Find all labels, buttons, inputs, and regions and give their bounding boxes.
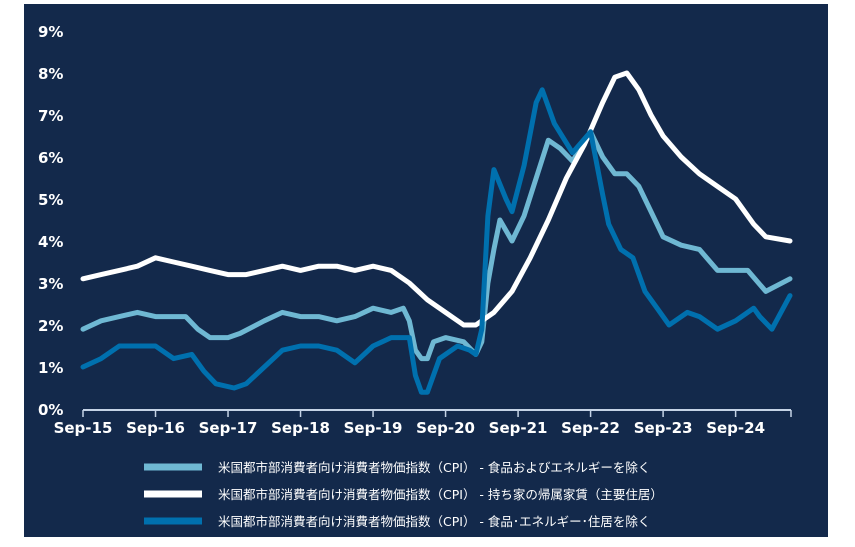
y-tick-label: 9%: [38, 23, 63, 41]
series-line-3: [80, 87, 793, 395]
x-tick-label: Sep-23: [634, 419, 693, 437]
x-tick-label: Sep-21: [489, 419, 548, 437]
y-tick-label: 0%: [38, 401, 63, 419]
x-tick-label: Sep-17: [199, 419, 258, 437]
chart-background: [24, 4, 828, 537]
series-lines: [80, 70, 793, 395]
y-tick-label: 8%: [38, 65, 63, 83]
legend-label: 米国都市部消費者向け消費者物価指数（CPI） - 食品およびエネルギーを除く: [218, 460, 650, 475]
x-tick-label: Sep-22: [561, 419, 620, 437]
series-line-2: [80, 70, 793, 328]
x-axis-ticks: Sep-15 Sep-16 Sep-17 Sep-18 Sep-19 Sep-20 Sep-…: [54, 410, 792, 437]
x-tick-label: Sep-15: [54, 419, 113, 437]
y-tick-label: 3%: [38, 275, 63, 293]
x-tick-label: Sep-16: [126, 419, 185, 437]
x-tick-label: Sep-20: [416, 419, 475, 437]
y-tick-label: 5%: [38, 191, 63, 209]
y-axis-ticks: 0% 1% 2% 3% 4% 5% 6% 7% 8% 9%: [38, 23, 63, 419]
legend-label: 米国都市部消費者向け消費者物価指数（CPI） - 食品･エネルギー･住居を除く: [218, 514, 650, 529]
legend: 米国都市部消費者向け消費者物価指数（CPI） - 食品およびエネルギーを除く米国…: [144, 460, 663, 529]
legend-label: 米国都市部消費者向け消費者物価指数（CPI） - 持ち家の帰属家賃（主要住居）: [218, 487, 663, 502]
x-tick-label: Sep-18: [271, 419, 330, 437]
y-tick-label: 4%: [38, 233, 63, 251]
y-tick-label: 7%: [38, 107, 63, 125]
y-tick-label: 1%: [38, 359, 63, 377]
chart-panel: 0% 1% 2% 3% 4% 5% 6% 7% 8% 9% Sep-15 Sep-16 Sep-17 S…: [24, 4, 828, 537]
cpi-line-chart: 0%1%2%3%4%5%6%7%8%9% Sep-15 Sep-16 Sep-17 S…: [24, 4, 828, 537]
y-tick-label: 6%: [38, 149, 63, 167]
x-tick-label: Sep-24: [706, 419, 765, 437]
x-tick-label: Sep-19: [344, 419, 403, 437]
series-line-1: [80, 129, 793, 362]
y-tick-label: 2%: [38, 317, 63, 335]
